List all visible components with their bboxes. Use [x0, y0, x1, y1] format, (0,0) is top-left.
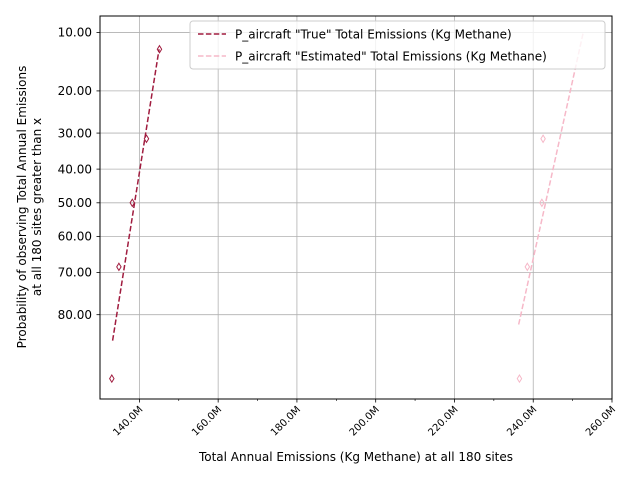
y-tick-label: 80.00: [58, 308, 92, 322]
fit-line-series-1: [517, 32, 584, 325]
grid: [100, 16, 613, 399]
legend-label-estimated: P_aircraft "Estimated" Total Emissions (…: [235, 50, 547, 64]
data-point-series-0: [129, 198, 136, 208]
data-point-series-1: [524, 262, 531, 272]
y-axis-label-line-1: Probability of observing Total Annual Em…: [15, 66, 29, 349]
y-tick-label: 70.00: [58, 266, 92, 280]
data-point-series-1: [516, 374, 523, 384]
y-tick-label: 60.00: [58, 230, 92, 244]
fit-line-series-0: [111, 49, 160, 341]
fit-lines: [111, 32, 584, 341]
data-markers: [109, 44, 546, 384]
data-point-series-1: [540, 134, 546, 144]
y-axis-ticks: 10.00 20.00 30.00 40.00 50.00 60.00 70.00 80.00: [58, 26, 100, 322]
data-point-series-0: [156, 44, 163, 54]
y-axis-label-line-2: at all 180 sites greater than x: [30, 118, 44, 296]
y-tick-label: 30.00: [58, 126, 92, 140]
legend-box: [189, 20, 606, 70]
y-tick-label: 50.00: [58, 196, 92, 210]
data-point-series-1: [539, 198, 545, 208]
legend: P_aircraft "True" Total Emissions (Kg Me…: [189, 20, 606, 70]
data-point-series-0: [109, 374, 115, 384]
x-axis-label: Total Annual Emissions (Kg Methane) at a…: [198, 450, 513, 464]
data-point-series-0: [143, 134, 150, 144]
y-axis-label: Probability of observing Total Annual Em…: [15, 66, 44, 349]
plot-frame: [99, 15, 613, 400]
legend-label-true: P_aircraft "True" Total Emissions (Kg Me…: [235, 28, 512, 42]
y-tick-label: 40.00: [58, 162, 92, 176]
y-tick-label: 20.00: [58, 84, 92, 98]
data-point-series-0: [116, 262, 122, 272]
y-tick-label: 10.00: [58, 26, 92, 40]
